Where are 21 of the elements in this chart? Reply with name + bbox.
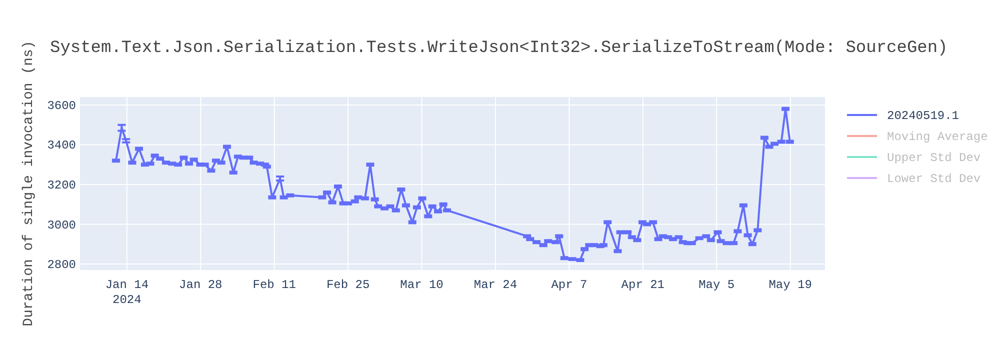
x-tick-label: Apr 21 xyxy=(621,278,665,292)
x-tick-label: Feb 11 xyxy=(252,278,296,292)
legend-label: Moving Average xyxy=(887,130,988,144)
y-tick-label: 3200 xyxy=(47,178,76,192)
x-tick-label: May 19 xyxy=(768,278,812,292)
x-tick-label: Apr 7 xyxy=(551,278,588,292)
x-tick-label: Jan 28 xyxy=(179,278,222,292)
x-tick-label: Jan 14 2024 xyxy=(105,278,149,307)
x-tick-label: May 5 xyxy=(698,278,735,292)
y-axis-title: Duration of single invocation (ns) xyxy=(21,40,37,326)
chart-title: System.Text.Json.Serialization.Tests.WriteJson<Int32>.SerializeToStream(Mode: SourceGen) xyxy=(50,39,948,58)
y-tick-label: 3000 xyxy=(47,218,76,232)
y-tick-label: 3400 xyxy=(47,138,76,153)
legend-label: 20240519.1 xyxy=(887,109,960,123)
x-tick-label: Mar 24 xyxy=(474,278,518,292)
legend-label: Upper Std Dev xyxy=(887,151,981,165)
x-tick-label: Feb 25 xyxy=(326,278,370,292)
legend-label: Lower Std Dev xyxy=(887,172,981,186)
x-tick-label: Mar 10 xyxy=(400,278,444,292)
y-tick-label: 3600 xyxy=(47,98,76,113)
y-tick-label: 2800 xyxy=(47,258,76,272)
